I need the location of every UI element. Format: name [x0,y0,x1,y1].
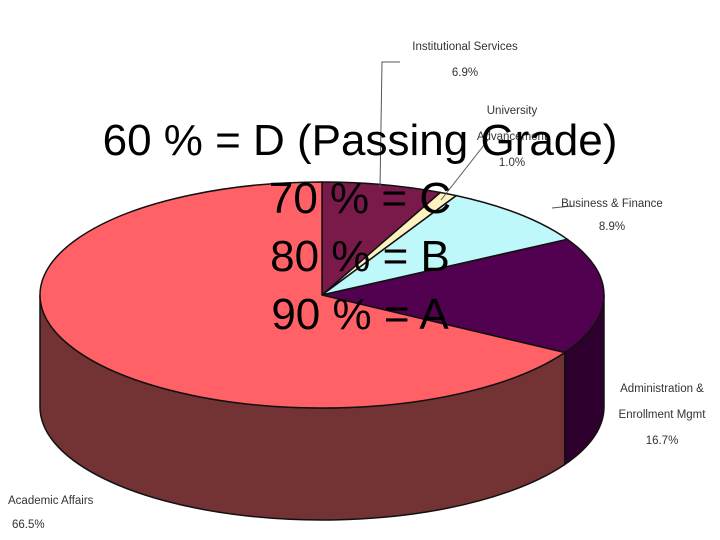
value-administration: 16.7% [646,435,679,447]
label-university-advancement-line1: University [487,105,538,117]
label-academic-affairs: Academic Affairs [8,495,94,507]
value-institutional-services: 6.9% [452,67,478,79]
grade-scale-overlay: 60 % = D (Passing Grade) 70 % = C 80 % =… [0,112,720,344]
value-business-finance: 8.9% [599,221,625,233]
pie-slice-institutional-services [321,181,442,296]
pie-slice-administration-enrollment-mgmt [321,238,605,354]
leader-line-university-advancement [440,139,489,201]
grade-line-b: 80 % = B [270,232,450,281]
value-university-advancement: 1.0% [499,157,525,169]
grade-line-d: 60 % = D (Passing Grade) [102,116,618,165]
pie-slice-business-finance [321,194,569,296]
label-institutional-services: Institutional Services [412,41,518,53]
leader-line-institutional-services [379,61,400,189]
pie-slice-academic-affairs [39,181,566,409]
grade-line-a: 90 % = A [271,290,449,339]
leader-line-business-finance [551,205,573,209]
value-academic-affairs: 66.5% [12,519,45,531]
label-business-finance: Business & Finance [561,198,663,210]
label-university-advancement-line2: Advancement [477,131,548,143]
pie-slices [39,181,605,409]
label-administration-line1: Administration & [620,383,704,395]
grade-line-c: 70 % = C [268,174,452,223]
label-administration-line2: Enrollment Mgmt [619,409,707,421]
